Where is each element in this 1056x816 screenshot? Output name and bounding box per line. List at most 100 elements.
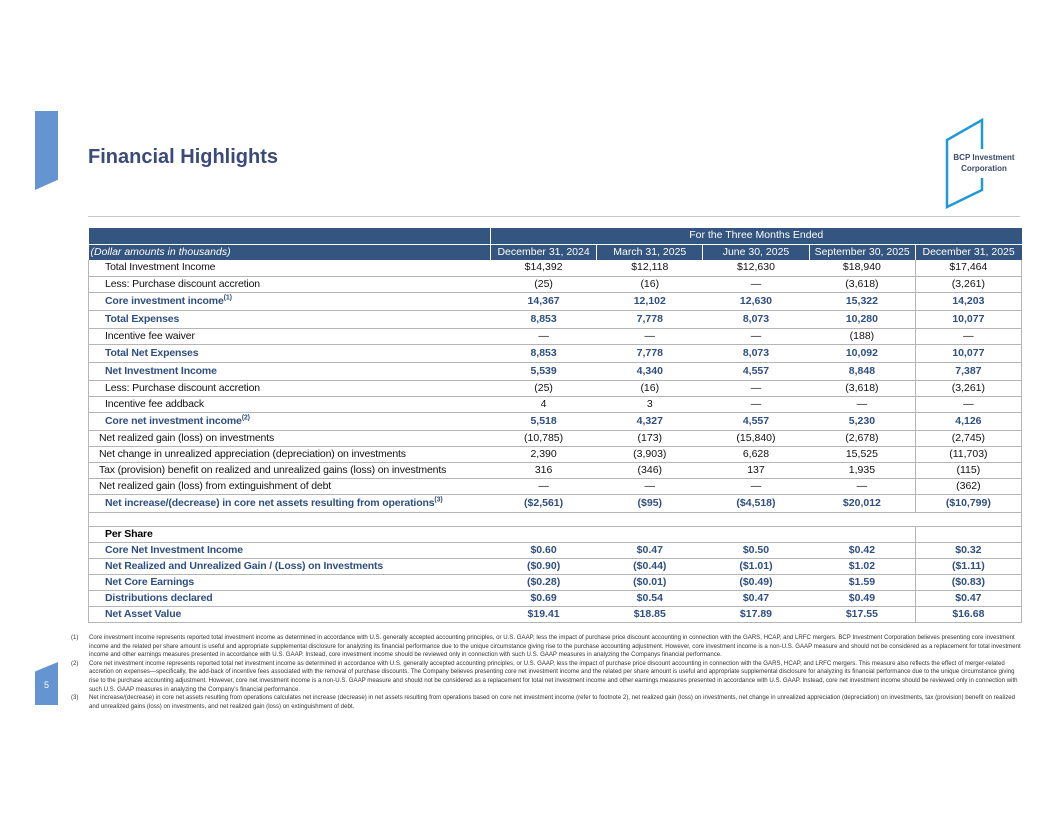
cell-value: —: [490, 478, 597, 495]
cell-value: (362): [914, 478, 1023, 495]
table-row: Net Asset Value $19.41 $18.85 $17.89 $17.55 $…: [88, 606, 1023, 623]
row-label: Net change in unrealized appreciation (d…: [88, 446, 491, 463]
cell-value: $14,392: [490, 260, 597, 277]
cell-value: 4,126: [914, 412, 1023, 431]
cell-value: $0.32: [914, 542, 1023, 559]
table-row: Total Net Expenses 8,853 7,778 8,073 10,092 1…: [88, 344, 1023, 363]
row-label: Total Investment Income: [88, 260, 491, 277]
cell-value: (115): [914, 462, 1023, 479]
cell-value: 4,557: [702, 362, 810, 381]
row-label: Less: Purchase discount accretion: [88, 276, 491, 293]
cell-value: —: [809, 478, 916, 495]
table-row: Core net investment income(2) 5,518 4,327 4…: [88, 412, 1023, 431]
cell-value: $0.49: [809, 590, 916, 607]
row-label: Core net investment income(2): [88, 412, 491, 431]
cell-value: —: [914, 328, 1023, 345]
cell-value: (346): [596, 462, 703, 479]
row-label-text: Core net investment income: [105, 414, 242, 427]
cell-value: ($0.83): [914, 574, 1023, 591]
row-label-text: Net Investment Income: [105, 364, 217, 377]
row-label: Less: Purchase discount accretion: [88, 380, 491, 397]
table-row: Net realized gain (loss) from extinguish…: [88, 478, 1023, 495]
cell-value: ($1.01): [702, 558, 810, 575]
row-label: Core investment income(1): [88, 292, 491, 311]
table-header-row: For the Three Months Ended: [88, 228, 1022, 245]
cell-value: ($0.44): [596, 558, 703, 575]
row-label-text: Less: Purchase discount accretion: [105, 381, 260, 394]
footnotes: (1) Core investment income represents rep…: [71, 634, 1022, 711]
row-label: Incentive fee addback: [88, 396, 491, 413]
footnote-text: Core net investment income represents re…: [89, 659, 1018, 693]
cell-value: $0.54: [596, 590, 703, 607]
cell-value: 14,203: [914, 292, 1023, 311]
cell-value: $0.69: [490, 590, 597, 607]
cell-value: —: [596, 328, 703, 345]
table-row: Net Core Earnings ($0.28) ($0.01) ($0.49) $1…: [88, 574, 1023, 591]
cell-value: (2,745): [914, 430, 1023, 447]
row-label-text: Core Net Investment Income: [105, 543, 243, 556]
cell-value: $1.02: [809, 558, 916, 575]
empty-cell: [596, 526, 703, 543]
row-label-text: Net Asset Value: [105, 607, 182, 620]
cell-value: 5,230: [809, 412, 916, 431]
cell-value: ($0.01): [596, 574, 703, 591]
cell-value: $19.41: [490, 606, 597, 623]
cell-value: 6,628: [702, 446, 810, 463]
cell-value: 14,367: [490, 292, 597, 311]
row-label: Net realized gain (loss) on investments: [88, 430, 491, 447]
row-label-text: Less: Purchase discount accretion: [105, 277, 260, 290]
row-label: Net realized gain (loss) from extinguish…: [88, 478, 491, 495]
cell-value: ($0.90): [490, 558, 597, 575]
cell-value: 7,387: [914, 362, 1023, 381]
column-header: September 30, 2025: [808, 244, 916, 260]
footnote-ref: (3): [434, 496, 443, 503]
row-label-text: Net Realized and Unrealized Gain / (Loss…: [105, 559, 384, 572]
cell-value: 316: [490, 462, 597, 479]
per-share-heading-row: Per Share: [88, 526, 1023, 543]
footnote-text: Net increase/(decrease) in core net asse…: [89, 694, 1016, 710]
cell-value: 7,778: [596, 310, 703, 329]
cell-value: —: [702, 380, 810, 397]
cell-value: (3,261): [914, 276, 1023, 293]
column-header-row: (Dollar amounts in thousands) December 3…: [88, 244, 1022, 260]
cell-value: —: [702, 478, 810, 495]
cell-value: (10,785): [490, 430, 597, 447]
row-label: Total Expenses: [88, 310, 491, 329]
cell-value: $17.89: [702, 606, 810, 623]
cell-value: 15,322: [809, 292, 916, 311]
table-row: Distributions declared $0.69 $0.54 $0.47 $0.…: [88, 590, 1023, 607]
cell-value: (11,703): [914, 446, 1023, 463]
footnote-number: (1): [71, 634, 79, 641]
page-number: 5: [43, 680, 49, 690]
cell-value: 10,077: [914, 310, 1023, 329]
cell-value: 1,935: [809, 462, 916, 479]
cell-value: (2,678): [809, 430, 916, 447]
row-label: Distributions declared: [88, 590, 491, 607]
company-logo-text: BCP Investment Corporation: [951, 152, 1017, 174]
column-header: December 31, 2024: [489, 244, 597, 260]
row-label-text: Net increase/(decrease) in core net asse…: [105, 496, 435, 509]
cell-value: ($2,561): [490, 494, 597, 513]
cell-value: 4,340: [596, 362, 703, 381]
cell-value: 8,848: [809, 362, 916, 381]
cell-value: —: [490, 328, 597, 345]
cell-value: 8,853: [490, 310, 597, 329]
cell-value: 3: [596, 396, 703, 413]
header-divider: [88, 216, 1020, 217]
empty-cell: [914, 526, 1023, 543]
cell-value: $0.47: [702, 590, 810, 607]
row-label-text: Tax (provision) benefit on realized and …: [99, 463, 447, 476]
table-row: Less: Purchase discount accretion (25) (16…: [88, 380, 1023, 397]
footnote: (2) Core net investment income represents…: [71, 659, 1022, 694]
cell-value: 2,390: [490, 446, 597, 463]
table-row: Total Investment Income $14,392 $12,118 $12…: [88, 260, 1023, 277]
page-title: Financial Highlights: [88, 146, 279, 168]
empty-cell: [702, 526, 810, 543]
row-label: Net Core Earnings: [88, 574, 491, 591]
logo-line-1: BCP Investment: [953, 153, 1015, 162]
cell-value: —: [809, 396, 916, 413]
cell-value: 10,077: [914, 344, 1023, 363]
row-label-text: Total Net Expenses: [105, 346, 199, 359]
table-row: Core Net Investment Income $0.60 $0.47 $0.5…: [88, 542, 1023, 559]
row-label: Tax (provision) benefit on realized and …: [88, 462, 491, 479]
